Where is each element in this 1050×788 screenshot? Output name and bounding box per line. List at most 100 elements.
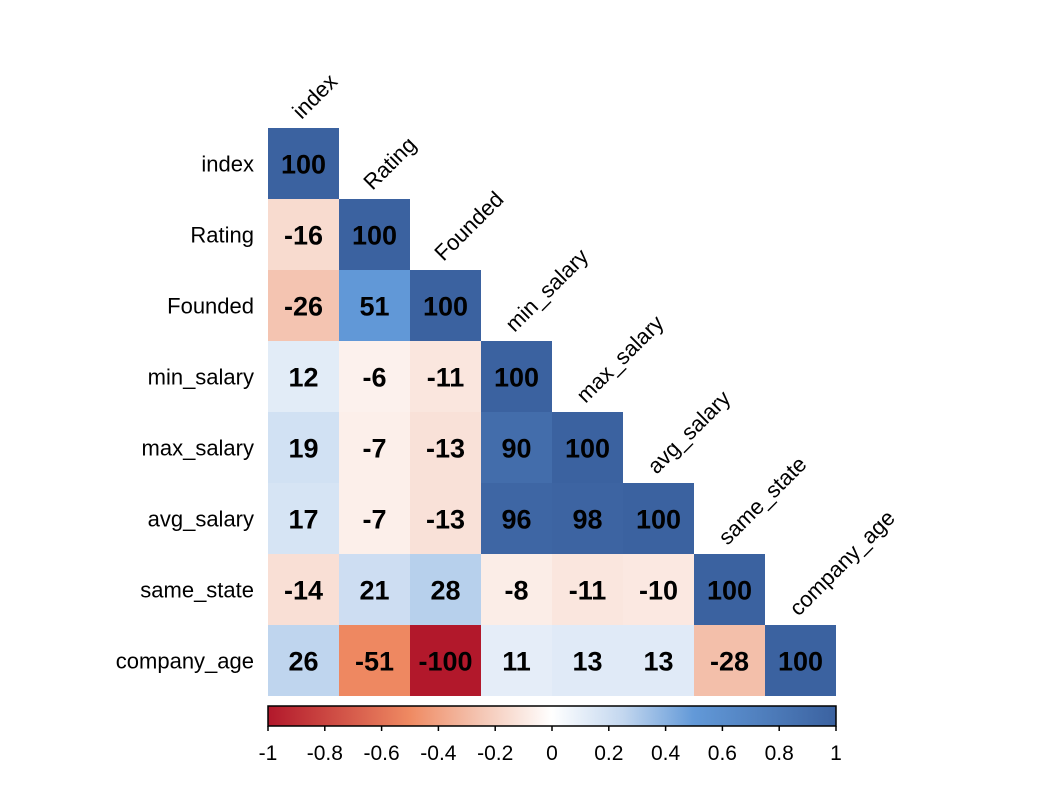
cell-value-same_state-max_salary: -11 <box>569 576 607 606</box>
cell-avg_salary-min_salary <box>481 483 552 554</box>
cell-value-same_state-Founded: 28 <box>430 576 460 606</box>
cell-value-same_state-min_salary: -8 <box>504 576 528 606</box>
cell-same_state-min_salary <box>481 554 552 625</box>
cell-value-company_age-index: 26 <box>288 647 318 677</box>
row-label-Rating: Rating <box>190 223 254 248</box>
colorbar-tick-label: 0.6 <box>708 742 737 765</box>
column-label-max_salary: max_salary <box>571 310 668 407</box>
cell-max_salary-Founded <box>410 412 481 483</box>
cell-Founded-index <box>268 270 339 341</box>
cell-min_salary-Rating <box>339 341 410 412</box>
colorbar-tick-label: -0.4 <box>420 742 457 765</box>
cell-value-company_age-company_age: 100 <box>778 647 823 677</box>
cell-value-same_state-Rating: 21 <box>359 576 389 606</box>
cell-value-max_salary-min_salary: 90 <box>501 434 531 464</box>
colorbar-tick-label: -0.6 <box>364 742 400 765</box>
cell-same_state-same_state <box>694 554 765 625</box>
column-label-same_state: same_state <box>713 451 811 549</box>
cell-value-Founded-Founded: 100 <box>423 292 468 322</box>
cell-company_age-index <box>268 625 339 696</box>
cell-max_salary-max_salary <box>552 412 623 483</box>
colorbar-tick-label: -0.2 <box>477 742 513 765</box>
cell-avg_salary-index <box>268 483 339 554</box>
cell-max_salary-min_salary <box>481 412 552 483</box>
cell-same_state-max_salary <box>552 554 623 625</box>
cell-company_age-Founded <box>410 625 481 696</box>
cell-same_state-avg_salary <box>623 554 694 625</box>
cell-value-max_salary-index: 19 <box>288 434 318 464</box>
cell-company_age-Rating <box>339 625 410 696</box>
cell-value-avg_salary-avg_salary: 100 <box>636 505 681 535</box>
cell-value-Founded-index: -26 <box>284 292 323 322</box>
colorbar-tick-label: 0 <box>546 742 558 765</box>
cell-max_salary-index <box>268 412 339 483</box>
row-label-same_state: same_state <box>140 578 254 603</box>
cell-value-avg_salary-index: 17 <box>288 505 318 535</box>
row-labels: index Rating Founded min_salary max_salaryav… <box>116 152 254 674</box>
cell-value-max_salary-max_salary: 100 <box>565 434 610 464</box>
cell-value-index-index: 100 <box>281 150 326 180</box>
cell-min_salary-min_salary <box>481 341 552 412</box>
cell-value-max_salary-Rating: -7 <box>362 434 386 464</box>
cell-value-same_state-avg_salary: -10 <box>639 576 678 606</box>
cell-value-company_age-avg_salary: 13 <box>643 647 673 677</box>
cell-value-min_salary-Rating: -6 <box>362 363 386 393</box>
cell-same_state-Rating <box>339 554 410 625</box>
cell-value-min_salary-index: 12 <box>288 363 318 393</box>
cell-value-Rating-Rating: 100 <box>352 221 397 251</box>
row-label-max_salary: max_salary <box>142 436 254 461</box>
cell-value-same_state-same_state: 100 <box>707 576 752 606</box>
cell-company_age-min_salary <box>481 625 552 696</box>
cell-value-avg_salary-max_salary: 98 <box>572 505 602 535</box>
colorbar-tick-label: 1 <box>830 742 842 765</box>
colorbar: -1 -0.8 -0.6 -0.4 -0.2 0 0.2 0.4 0.6 0.8 1 <box>259 705 842 765</box>
cell-company_age-same_state <box>694 625 765 696</box>
cell-value-company_age-max_salary: 13 <box>572 647 602 677</box>
cell-value-min_salary-min_salary: 100 <box>494 363 539 393</box>
row-label-Founded: Founded <box>167 294 254 319</box>
cell-value-avg_salary-min_salary: 96 <box>501 505 531 535</box>
cell-company_age-avg_salary <box>623 625 694 696</box>
cell-value-Founded-Rating: 51 <box>359 292 389 322</box>
row-label-avg_salary: avg_salary <box>148 507 254 532</box>
colorbar-tick-label: 0.2 <box>594 742 623 765</box>
colorbar-tick-label: 0.4 <box>651 742 681 765</box>
cell-value-min_salary-Founded: -11 <box>427 363 465 393</box>
column-label-Rating: Rating <box>358 132 421 195</box>
cell-min_salary-Founded <box>410 341 481 412</box>
row-label-company_age: company_age <box>116 649 254 674</box>
column-label-avg_salary: avg_salary <box>642 386 735 479</box>
cell-value-same_state-index: -14 <box>284 576 323 606</box>
cell-same_state-Founded <box>410 554 481 625</box>
cell-value-avg_salary-Founded: -13 <box>426 505 465 535</box>
cell-company_age-max_salary <box>552 625 623 696</box>
colorbar-tick-label: 0.8 <box>765 742 794 765</box>
column-label-company_age: company_age <box>784 505 899 620</box>
colorbar-ticks: -1 -0.8 -0.6 -0.4 -0.2 0 0.2 0.4 0.6 0.8 1 <box>259 726 842 765</box>
column-label-min_salary: min_salary <box>500 244 593 337</box>
cell-avg_salary-Rating <box>339 483 410 554</box>
cell-company_age-company_age <box>765 625 836 696</box>
cell-max_salary-Rating <box>339 412 410 483</box>
cell-value-Rating-index: -16 <box>284 221 323 251</box>
cell-value-max_salary-Founded: -13 <box>426 434 465 464</box>
cell-avg_salary-avg_salary <box>623 483 694 554</box>
colorbar-tick-label: -1 <box>259 742 278 765</box>
cell-value-company_age-same_state: -28 <box>710 647 749 677</box>
colorbar-tick-label: -0.8 <box>307 742 343 765</box>
row-label-min_salary: min_salary <box>148 365 254 390</box>
colorbar-gradient <box>267 705 837 727</box>
row-label-index: index <box>201 152 254 177</box>
cell-avg_salary-Founded <box>410 483 481 554</box>
cell-Rating-Rating <box>339 199 410 270</box>
cell-value-company_age-Founded: -100 <box>418 647 472 677</box>
cell-Founded-Rating <box>339 270 410 341</box>
cell-value-company_age-min_salary: 11 <box>502 647 531 677</box>
cell-avg_salary-max_salary <box>552 483 623 554</box>
cell-min_salary-index <box>268 341 339 412</box>
cell-index-index <box>268 128 339 199</box>
heatmap-cells: 100 -16 100 -26 51 100 12 -6 -11 100 19 -7 -13 90 100 1… <box>268 128 836 696</box>
cell-Founded-Founded <box>410 270 481 341</box>
column-label-index: index <box>287 69 342 124</box>
